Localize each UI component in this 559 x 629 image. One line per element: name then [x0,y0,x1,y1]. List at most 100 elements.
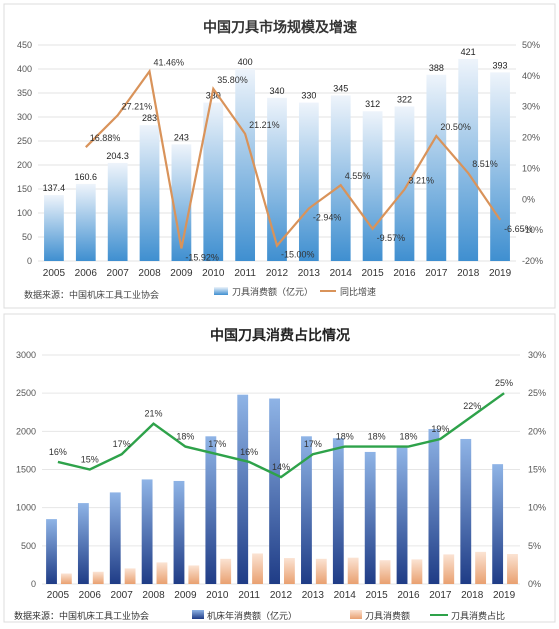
bar [235,69,256,261]
bar-data-label: 330 [301,91,316,101]
share-data-label: 14% [272,462,290,472]
bar-data-label: 345 [333,83,348,93]
y-left-tick-label: 100 [17,208,32,218]
growth-data-label: -6.65% [504,224,533,234]
growth-data-label: 35.80% [217,75,248,85]
y-left-tick-label: 450 [17,40,32,50]
legend-swatch-tool [350,610,362,619]
x-tick-label: 2010 [206,590,229,601]
x-tick-label: 2013 [302,590,325,601]
share-data-label: 18% [176,432,194,442]
bar-cutting-tool [347,557,359,584]
x-tick-label: 2006 [79,590,102,601]
bar-cutting-tool [411,559,423,584]
y-left-tick-label: 2000 [16,426,36,436]
x-tick-label: 2016 [393,268,416,279]
legend-label-line: 同比增速 [340,286,376,297]
y-right-tick-label: 50% [522,40,540,50]
bar [426,74,447,261]
y-right-tick-label: 0% [528,579,541,589]
y-left-tick-label: 1500 [16,465,36,475]
bar-machine-tool [269,398,280,584]
legend-label-tool: 刀具消费额 [365,610,410,621]
legend-swatch-machine [192,610,204,619]
bar [44,195,64,261]
y-right-tick-label: 20% [528,426,546,436]
bar-machine-tool [492,464,504,584]
y-right-tick-label: -10% [522,225,543,235]
x-tick-label: 2009 [170,268,193,279]
growth-line [85,68,502,249]
bar-cutting-tool [443,554,455,584]
y-left-tick-label: 400 [17,64,32,74]
x-tick-label: 2011 [234,268,256,279]
growth-data-label: -15.92% [185,252,219,262]
chart1-title: 中国刀具市场规模及增速 [203,19,357,35]
chart1-source: 数据来源：中国机床工具工业协会 [24,289,159,300]
x-tick-label: 2006 [75,268,98,279]
x-tick-label: 2005 [43,268,66,279]
share-data-label: 18% [399,432,417,442]
y-left-tick-label: 150 [17,184,32,194]
bar [267,97,287,261]
growth-data-label: 41.46% [154,57,185,67]
y-right-tick-label: -20% [522,256,543,266]
bar [203,102,224,261]
bar [75,183,96,261]
bar-cutting-tool [156,562,168,584]
y-left-tick-label: 3000 [16,350,36,360]
bar-cutting-tool [60,573,72,584]
x-tick-label: 2016 [397,590,420,601]
bar-cutting-tool [379,560,391,584]
x-tick-label: 2012 [266,268,289,279]
growth-data-label: -9.57% [377,233,406,243]
bar-cutting-tool [188,565,200,584]
chart2-source: 数据来源：中国机床工具工业协会 [14,610,149,621]
x-tick-label: 2005 [47,590,70,601]
chart1-plot: 0 50 100 150 200 250 300 350 400 450 -20% -10% 0% 10%… [17,40,543,297]
bar-cutting-tool [284,558,295,584]
growth-data-label: 20.50% [440,122,471,132]
growth-data-label: 3.21% [408,175,434,185]
bar-data-label: 330 [206,91,221,101]
share-data-label: 17% [113,439,131,449]
bar-cutting-tool [315,558,327,584]
bar [171,144,192,261]
bar-data-label: 160.6 [75,172,98,182]
y-right-tick-label: 5% [528,541,541,551]
bar-data-label: 340 [269,86,284,96]
bar-machine-tool [173,480,185,584]
bar-cutting-tool [220,558,232,584]
y-left-tick-label: 250 [17,136,32,146]
bar-machine-tool [77,503,89,584]
x-tick-label: 2015 [365,590,388,601]
x-tick-label: 2010 [202,268,225,279]
bar-data-label: 312 [365,99,380,109]
share-data-label: 18% [368,432,386,442]
y-right-tick-label: 10% [522,163,540,173]
y-left-tick-label: 300 [17,112,32,122]
share-data-label: 15% [81,455,99,465]
share-data-label: 22% [463,401,481,411]
bar-cutting-tool [124,568,136,584]
growth-data-label: 16.88% [90,133,121,143]
legend-label-machine: 机床年消费额（亿元） [207,610,297,621]
growth-data-label: 8.51% [472,159,498,169]
share-data-label: 17% [304,439,322,449]
bar-machine-tool [301,436,312,584]
y-right-tick-label: 30% [522,102,540,112]
bar-data-label: 388 [429,63,444,73]
x-tick-label: 2013 [298,268,321,279]
x-tick-label: 2012 [270,590,293,601]
bar-data-label: 393 [493,60,508,70]
legend-swatch-bar [214,287,228,295]
bar-machine-tool [364,451,376,584]
x-tick-label: 2019 [489,268,512,279]
bar-data-label: 283 [142,113,157,123]
x-tick-label: 2007 [111,590,134,601]
growth-data-label: 21.21% [249,120,280,130]
growth-data-label: -2.94% [313,212,342,222]
bar [298,102,319,261]
y-left-tick-label: 50 [22,232,32,242]
